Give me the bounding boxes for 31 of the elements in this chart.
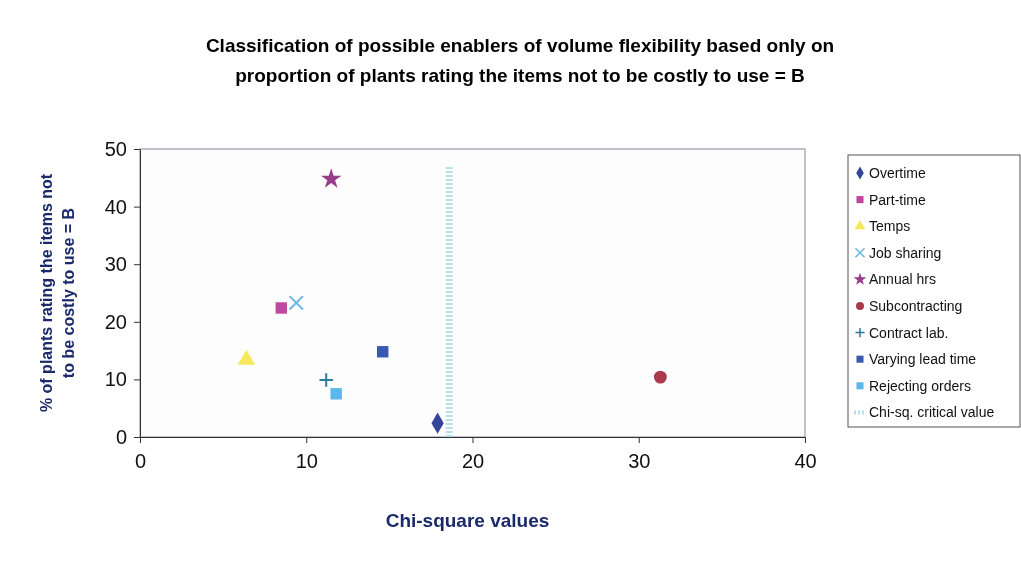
legend-label: Rejecting orders — [869, 377, 971, 394]
point — [653, 370, 667, 384]
x-tick-label: 40 — [794, 450, 817, 472]
legend-label: Part-time — [869, 191, 926, 208]
x-axis-title: Chi-square values — [385, 510, 550, 531]
legend-label: Subcontracting — [869, 298, 963, 314]
point — [330, 388, 342, 400]
legend-label: Job sharing — [869, 244, 942, 261]
y-tick-label: 0 — [115, 425, 127, 448]
y-axis-title: % of plants rating the items not to be costly to use = B — [38, 173, 77, 413]
legend-label: Temps — [869, 218, 911, 235]
x-tick-label: 0 — [134, 450, 147, 472]
point — [318, 372, 334, 388]
legend-label: Annual hrs — [869, 271, 936, 288]
x-tick-label: 30 — [628, 450, 651, 472]
legend-label: Overtime — [869, 165, 926, 181]
x-tick-label: 20 — [461, 450, 485, 472]
y-tick-label: 50 — [104, 137, 127, 160]
y-tick-label: 20 — [104, 310, 127, 333]
legend-label: Varying lead time — [869, 351, 977, 368]
point — [288, 295, 304, 311]
point — [377, 346, 389, 358]
legend-label: Contract lab. — [869, 324, 949, 341]
legend-label: Chi-sq. critical value — [869, 404, 995, 421]
point — [320, 168, 342, 188]
point — [275, 302, 288, 314]
y-tick-label: 30 — [104, 253, 127, 276]
chart-title: Classification of possible enablers of volume flexibility based only on proportion of plants rating the items not to be costly to use = B — [205, 35, 835, 86]
y-tick-label: 40 — [104, 195, 127, 218]
y-tick-label: 10 — [104, 368, 127, 391]
x-tick-label: 10 — [295, 450, 318, 472]
